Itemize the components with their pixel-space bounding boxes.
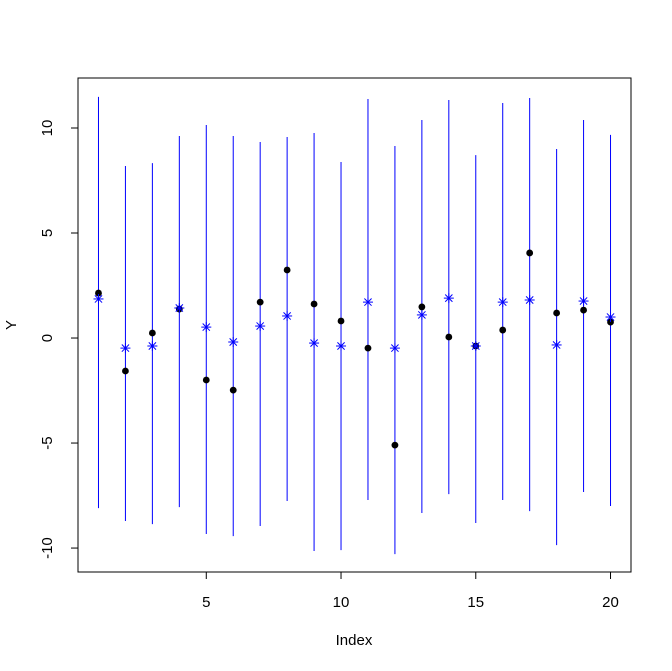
asterisk-point	[470, 341, 481, 352]
dot-point	[607, 318, 614, 326]
y-tick-label: 0	[39, 334, 56, 342]
x-tick-label: 10	[333, 594, 350, 611]
dot-point	[95, 289, 102, 297]
dot-point	[553, 309, 561, 317]
y-axis-label: Y	[3, 320, 20, 330]
asterisk-point	[120, 343, 131, 354]
plot-box	[77, 77, 632, 573]
asterisk-point	[443, 293, 454, 304]
asterisk-point	[605, 312, 616, 323]
x-tick-label: 5	[202, 594, 210, 611]
dot-point	[283, 266, 291, 274]
x-axis-label: Index	[336, 632, 373, 649]
dot-point	[418, 303, 426, 311]
dot-point	[122, 367, 129, 375]
asterisk-point	[336, 341, 347, 352]
dot-point	[256, 298, 264, 306]
asterisk-point	[309, 338, 320, 349]
dot-point	[445, 333, 453, 341]
asterisk-point	[578, 296, 589, 307]
dot-point	[337, 317, 345, 325]
asterisk-point	[551, 339, 562, 350]
asterisk-point	[147, 341, 158, 352]
asterisk-point	[362, 297, 373, 308]
y-tick-label: 10	[39, 120, 56, 137]
y-tick-label: 5	[39, 229, 56, 237]
y-tick-label: -10	[39, 537, 56, 559]
asterisk-point	[497, 297, 508, 308]
dot-point	[499, 326, 507, 334]
asterisk-point	[524, 295, 535, 306]
dot-point	[310, 300, 318, 308]
asterisk-point	[416, 309, 427, 320]
dot-point	[526, 249, 534, 257]
dot-point	[202, 376, 210, 384]
asterisk-point	[201, 322, 212, 333]
asterisk-point	[228, 337, 239, 348]
dot-point	[391, 441, 399, 449]
asterisk-point	[93, 293, 104, 304]
x-tick-label: 15	[467, 594, 484, 611]
asterisk-point	[174, 302, 185, 313]
dot-point	[148, 329, 156, 337]
asterisk-point	[389, 343, 400, 354]
asterisk-point	[255, 321, 266, 332]
dot-point	[364, 344, 372, 352]
x-tick-label: 20	[602, 594, 619, 611]
dot-point	[229, 386, 237, 394]
asterisk-point	[282, 310, 293, 321]
dot-point	[580, 306, 587, 314]
y-tick-label: -5	[39, 436, 56, 449]
